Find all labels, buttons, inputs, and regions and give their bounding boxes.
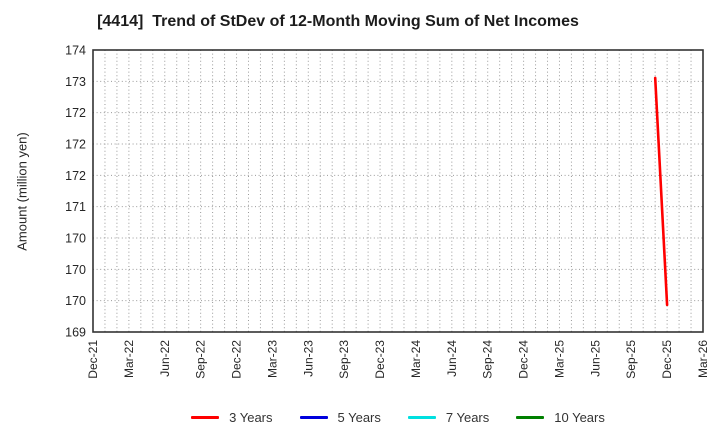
legend-label-3-years: 3 Years xyxy=(229,409,273,425)
legend-line-7-years xyxy=(407,415,436,419)
legend-label-7-years: 7 Years xyxy=(445,409,490,425)
x-tick-label: Jun-24 xyxy=(445,340,459,377)
y-tick-label: 169 xyxy=(65,326,86,340)
x-tick-label: Jun-23 xyxy=(301,340,315,377)
x-tick-label: Sep-25 xyxy=(624,340,638,379)
legend-label-10-years: 10 Years xyxy=(554,409,605,425)
x-tick-label: Mar-24 xyxy=(409,340,423,378)
y-tick-label: 172 xyxy=(65,106,86,120)
plot-border xyxy=(92,49,704,333)
legend-line-5-years xyxy=(299,415,328,419)
x-tick-label: Jun-25 xyxy=(588,340,602,377)
x-tick-label: Dec-24 xyxy=(517,340,531,379)
series-line-3-years xyxy=(653,76,669,307)
legend-item-3-years: 3 Years xyxy=(191,409,273,425)
x-tick-label: Sep-22 xyxy=(194,340,208,379)
x-tick-label: Sep-24 xyxy=(481,340,495,379)
y-tick-label: 170 xyxy=(65,263,86,277)
y-tick-label: 172 xyxy=(65,169,86,183)
y-tick-label: 172 xyxy=(65,138,86,152)
x-tick-label: Dec-22 xyxy=(230,340,244,379)
y-tick-label: 170 xyxy=(65,294,86,308)
x-tick-label: Mar-25 xyxy=(552,340,566,378)
y-tick-label: 173 xyxy=(65,75,86,89)
y-tick-label: 174 xyxy=(65,44,86,58)
legend-item-5-years: 5 Years xyxy=(299,409,381,425)
y-tick-label: 170 xyxy=(65,232,86,246)
y-tick-label: 171 xyxy=(65,200,86,214)
legend-line-10-years xyxy=(516,415,545,419)
x-tick-label: Jun-22 xyxy=(158,340,172,377)
x-tick-label: Dec-25 xyxy=(660,340,674,379)
chart-title: [4414] Trend of StDev of 12-Month Moving… xyxy=(97,13,579,30)
x-tick-label: Dec-23 xyxy=(373,340,387,379)
legend-item-7-years: 7 Years xyxy=(407,409,490,425)
legend-label-5-years: 5 Years xyxy=(337,409,381,425)
x-tick-label: Mar-22 xyxy=(122,340,136,378)
x-tick-label: Mar-26 xyxy=(696,340,710,378)
legend: 3 Years 5 Years 7 Years 10 Years xyxy=(93,406,703,428)
legend-line-3-years xyxy=(191,415,220,419)
x-tick-label: Sep-23 xyxy=(337,340,351,379)
legend-item-10-years: 10 Years xyxy=(516,410,605,425)
x-tick-label: Dec-21 xyxy=(86,340,100,379)
x-tick-label: Mar-23 xyxy=(265,340,279,378)
